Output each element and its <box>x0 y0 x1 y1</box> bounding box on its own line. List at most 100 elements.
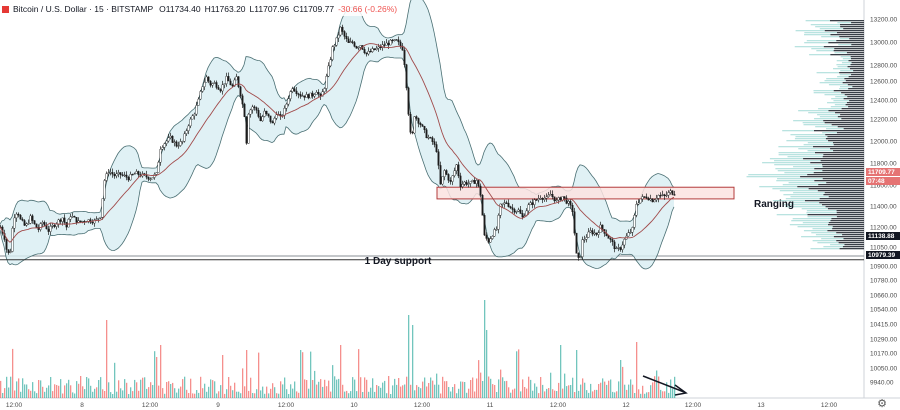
volume-bar <box>66 383 68 398</box>
volume-bar <box>572 377 574 398</box>
volume-bar <box>642 385 644 398</box>
trend-arrow[interactable] <box>642 375 688 396</box>
candle-body <box>33 220 36 225</box>
volume-profile-bar <box>851 62 864 64</box>
volume-bar <box>414 390 416 398</box>
volume-bar <box>76 381 78 398</box>
volume-profile-bar <box>831 218 864 220</box>
volume-bar <box>418 386 420 398</box>
volume-profile-bar <box>807 174 864 176</box>
candle-body <box>217 87 220 90</box>
candle-body <box>499 203 502 216</box>
volume-bar <box>632 384 634 398</box>
volume-bar <box>102 389 104 398</box>
candle-body <box>309 92 312 99</box>
volume-bar <box>150 382 152 398</box>
volume-profile-bar <box>776 180 815 182</box>
volume-bar <box>296 391 298 398</box>
volume-bar <box>258 352 260 398</box>
candle-body <box>331 46 334 60</box>
volume-bar <box>666 382 668 398</box>
volume-bar <box>624 384 626 398</box>
volume-bar <box>456 393 458 398</box>
candle-body <box>515 211 518 213</box>
candle-body <box>413 116 416 134</box>
volume-bar <box>536 386 538 398</box>
candle-body <box>651 198 654 203</box>
candle-body <box>465 181 468 185</box>
candle-body <box>137 171 140 175</box>
time-axis[interactable]: 12:00 8 12:00 9 12:00 10 12:00 11 12:00 12 12:00 13… <box>6 402 838 409</box>
volume-bar <box>476 378 478 398</box>
volume-bar <box>6 376 8 398</box>
candle-body <box>267 113 270 117</box>
volume-bar <box>412 325 414 398</box>
candle-body <box>205 76 208 83</box>
candle-body <box>147 176 150 180</box>
candle-body <box>133 173 136 175</box>
volume-profile-bar <box>825 138 864 140</box>
candle-body <box>663 194 666 197</box>
volume-bar <box>148 387 150 398</box>
volume-bar <box>160 345 162 398</box>
candle-body <box>59 219 62 222</box>
symbol-title[interactable]: Bitcoin / U.S. Dollar · 15 · BITSTAMP <box>13 4 154 14</box>
volume-profile-bar <box>774 160 821 162</box>
volume-bar <box>538 393 540 398</box>
price-axis[interactable]: 13200.00 13000.00 12800.00 12600.00 12400.00… <box>870 17 897 387</box>
volume-bar <box>10 376 12 398</box>
countdown-badge <box>866 177 900 185</box>
volume-bar <box>524 387 526 398</box>
volume-bar <box>484 300 486 398</box>
volume-bar <box>628 384 630 398</box>
price-axis-label: 11600.00 <box>870 183 897 190</box>
volume-bar <box>184 376 186 398</box>
volume-profile-bar <box>772 200 805 202</box>
current-price-badge-text: 11709.77 <box>868 169 895 176</box>
volume-bar <box>270 388 272 398</box>
volume-profile-bar <box>785 206 826 208</box>
volume-profile-bar <box>822 178 864 180</box>
candle-body <box>597 232 600 235</box>
volume-bar <box>306 380 308 398</box>
volume-bar <box>604 381 606 398</box>
volume-profile-bar <box>778 152 815 154</box>
volume-bar <box>382 382 384 398</box>
chart-settings-gear-icon[interactable]: ⚙ <box>877 398 887 410</box>
candle-body <box>255 107 258 111</box>
candle-body <box>233 79 236 87</box>
volume-bar <box>672 388 674 398</box>
volume-bar <box>512 389 514 398</box>
candle-body <box>509 206 512 209</box>
volume-profile-bar <box>791 220 831 222</box>
candle-body <box>655 198 658 201</box>
volume-bar <box>196 390 198 398</box>
volume-profile-bar <box>845 104 864 106</box>
candle-body <box>219 89 222 92</box>
price-axis-label: 12600.00 <box>870 79 897 86</box>
candle-body <box>357 47 360 49</box>
volume-bar <box>140 379 142 398</box>
candle-body <box>165 140 168 144</box>
volume-bar <box>490 378 492 398</box>
candle-body <box>321 91 324 97</box>
volume-bar <box>238 391 240 398</box>
volume-bar <box>90 385 92 398</box>
volume-bar <box>508 387 510 398</box>
volume-profile-bar <box>842 58 851 60</box>
volume-bar <box>558 382 560 398</box>
volume-profile-bar <box>847 66 864 68</box>
volume-bar <box>126 382 128 398</box>
candle-body <box>187 125 190 132</box>
volume-bar <box>646 392 648 398</box>
candle-body <box>47 228 50 232</box>
volume-bar <box>198 392 200 398</box>
candle-body <box>477 180 480 187</box>
candle-body <box>521 213 524 218</box>
volume-profile-bar <box>813 172 864 174</box>
volume-bar <box>608 380 610 398</box>
resistance-zone[interactable] <box>436 186 735 200</box>
volume-bar <box>640 393 642 398</box>
volume-bar <box>366 379 368 398</box>
